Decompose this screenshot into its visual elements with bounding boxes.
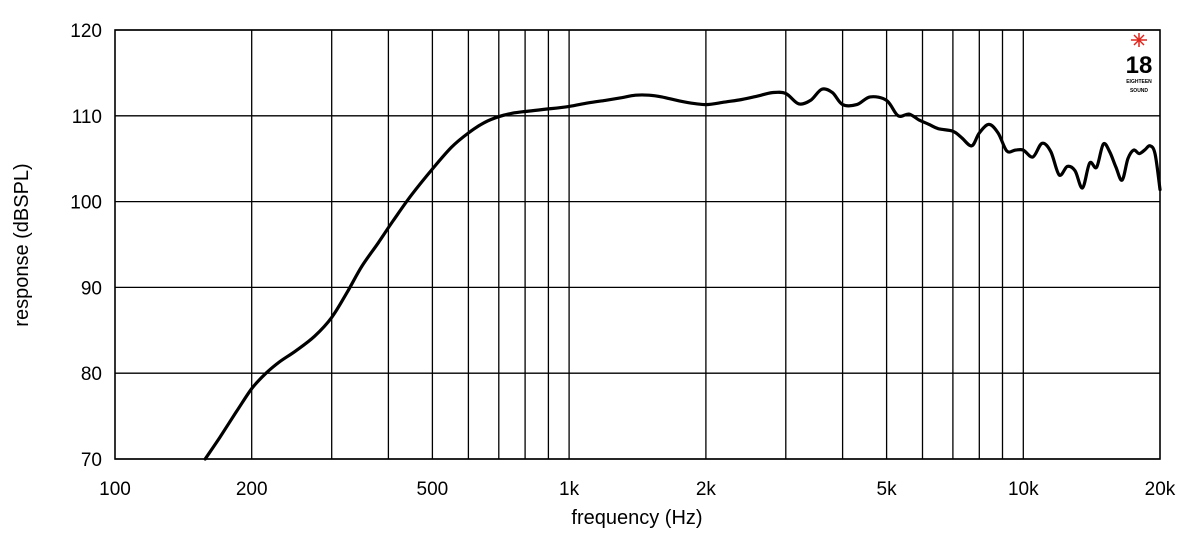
y-tick-label: 70 [81, 450, 102, 471]
x-tick-label: 1k [559, 479, 580, 500]
y-tick-label: 110 [72, 107, 102, 128]
x-tick-label: 100 [99, 479, 131, 500]
y-tick-label: 90 [81, 278, 102, 299]
logo-star-icon [1131, 33, 1147, 47]
x-tick-label: 2k [696, 479, 717, 500]
x-axis-title: frequency (Hz) [571, 507, 702, 529]
y-tick-label: 80 [81, 364, 102, 385]
x-tick-label: 500 [417, 479, 449, 500]
brand-logo: 18 EIGHTEEN SOUND [1126, 33, 1153, 94]
response-curve [203, 87, 1162, 461]
y-axis-title: response (dBSPL) [11, 163, 33, 326]
plot-area [203, 87, 1162, 461]
y-tick-label: 120 [70, 21, 102, 42]
logo-subtext-top: EIGHTEEN [1126, 79, 1152, 85]
x-tick-label: 5k [877, 479, 898, 500]
logo-subtext-bottom: SOUND [1130, 88, 1148, 94]
y-tick-labels: 70 80 90 100 110 120 [70, 21, 102, 471]
plot-frame [114, 29, 1161, 460]
x-tick-labels: 100 200 500 1k 2k 5k 10k 20k [99, 479, 1176, 500]
x-tick-label: 200 [236, 479, 268, 500]
grid [115, 29, 1160, 460]
x-tick-label: 20k [1145, 479, 1176, 500]
y-tick-label: 100 [70, 193, 102, 214]
x-tick-label: 10k [1008, 479, 1039, 500]
logo-number: 18 [1126, 52, 1153, 79]
